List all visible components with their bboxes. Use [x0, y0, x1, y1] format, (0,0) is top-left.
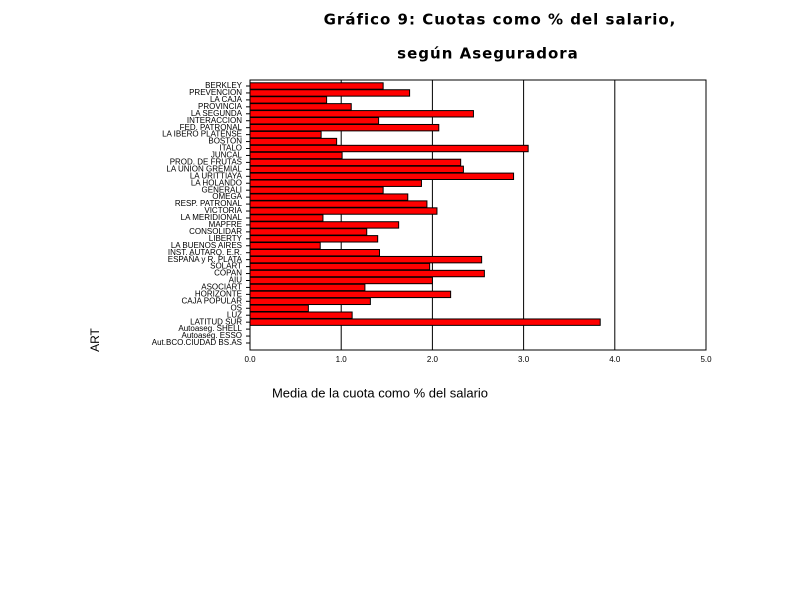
bar: [249, 186, 384, 194]
bar: [249, 193, 409, 201]
x-tick-label: 1.0: [336, 355, 348, 364]
bar: [249, 89, 411, 97]
y-tick-label: JUNCAL: [211, 151, 243, 160]
y-tick-label: SOLART: [210, 262, 242, 271]
bar: [249, 179, 422, 187]
y-tick-label: PROVINCIA: [198, 102, 243, 111]
y-tick-label: OMEGA: [212, 192, 242, 201]
y-tick-label: LA MERIDIONAL: [181, 213, 243, 222]
y-tick-label: LIBERTY: [209, 234, 243, 243]
y-tick-label: Aut.BCO.CIUDAD BS.AS: [152, 338, 242, 347]
y-tick-label: INTERACCION: [187, 116, 242, 125]
y-tick-label: ESPAÑA y R. PLATA: [168, 255, 243, 264]
bar: [249, 172, 515, 180]
y-tick-label: VICTORIA: [204, 206, 242, 215]
y-tick-label: BERKLEY: [205, 81, 243, 90]
y-tick-label: FED. PATRONAL: [180, 123, 243, 132]
bar: [249, 96, 328, 104]
x-tick-label: 2.0: [427, 355, 439, 364]
x-tick-label: 4.0: [609, 355, 621, 364]
bar: [249, 262, 431, 271]
y-tick-label: LA SEGUNDA: [191, 109, 243, 118]
y-tick-label: ASOCIART: [201, 283, 242, 292]
y-tick-label: GENERALI: [202, 185, 242, 194]
bar: [249, 276, 433, 285]
y-tick-label: AIU: [229, 276, 243, 285]
bar: [249, 200, 428, 208]
bar: [249, 137, 338, 146]
bar: [249, 311, 353, 319]
bar: [249, 82, 384, 90]
bar: [249, 144, 529, 153]
bar: [249, 235, 379, 243]
y-tick-label: PROD. DE FRUTAS: [170, 158, 242, 167]
y-tick-label: PREVENCION: [189, 88, 242, 97]
y-tick-label: LA HOLANDO: [191, 178, 242, 187]
x-tick-label: 0.0: [244, 355, 256, 364]
y-tick-label: LA IBERO PLATENSE: [162, 130, 242, 139]
y-tick-label: BOSTON: [208, 137, 242, 146]
y-tick-label: OS: [230, 303, 242, 312]
bar: [249, 123, 440, 132]
y-tick-label: CONSOLIDAR: [189, 227, 242, 236]
bar: [249, 207, 438, 215]
y-axis-label: ART: [88, 327, 102, 351]
x-axis-label: Media de la cuota como % del salario: [272, 385, 488, 400]
bar: [249, 214, 324, 222]
y-tick-label: LA URITTIAYA: [190, 171, 243, 180]
bar: [249, 290, 452, 299]
y-tick-label: LATITUD SUR: [190, 317, 242, 326]
bar: [249, 269, 485, 278]
y-tick-label: Autoaseg. ESSO: [182, 331, 242, 340]
y-tick-label: LA BUENOS AIRES: [171, 241, 242, 250]
bar: [249, 242, 321, 250]
y-tick-label: INST. AUTARQ. E.R.: [168, 248, 242, 257]
y-tick-label: LUZ: [227, 310, 242, 319]
bar: [249, 304, 309, 312]
bar: [249, 130, 322, 139]
bar: [249, 297, 371, 306]
y-tick-label: LA UNION GREMIAL: [166, 164, 242, 173]
bar: [249, 249, 381, 257]
bar: [249, 228, 368, 236]
y-tick-label: COPAN: [214, 269, 242, 278]
bar: [249, 255, 483, 264]
x-tick-label: 3.0: [518, 355, 530, 364]
bar: [249, 151, 343, 160]
y-tick-label: Autoaseg. SHELL: [178, 324, 242, 333]
y-tick-label: LA CAJA: [210, 95, 243, 104]
bar: [249, 103, 352, 111]
bar: [249, 158, 462, 167]
x-tick-label: 5.0: [700, 355, 712, 364]
bar: [249, 117, 380, 125]
chart-title: Gráfico 9: Cuotas como % del salario,: [324, 11, 677, 29]
chart-subtitle: según Aseguradora: [397, 45, 579, 63]
y-tick-label: MAPFRE: [209, 220, 242, 229]
y-tick-label: CAJA POPULAR: [182, 296, 243, 305]
bar: [249, 110, 474, 118]
y-tick-label: RESP. PATRONAL: [175, 199, 243, 208]
y-tick-label: HORIZONTE: [195, 289, 242, 298]
bar: [249, 165, 464, 174]
bar: [249, 283, 366, 292]
bar: [249, 221, 400, 229]
y-tick-label: ITALO: [219, 144, 242, 153]
bar: [249, 318, 601, 326]
